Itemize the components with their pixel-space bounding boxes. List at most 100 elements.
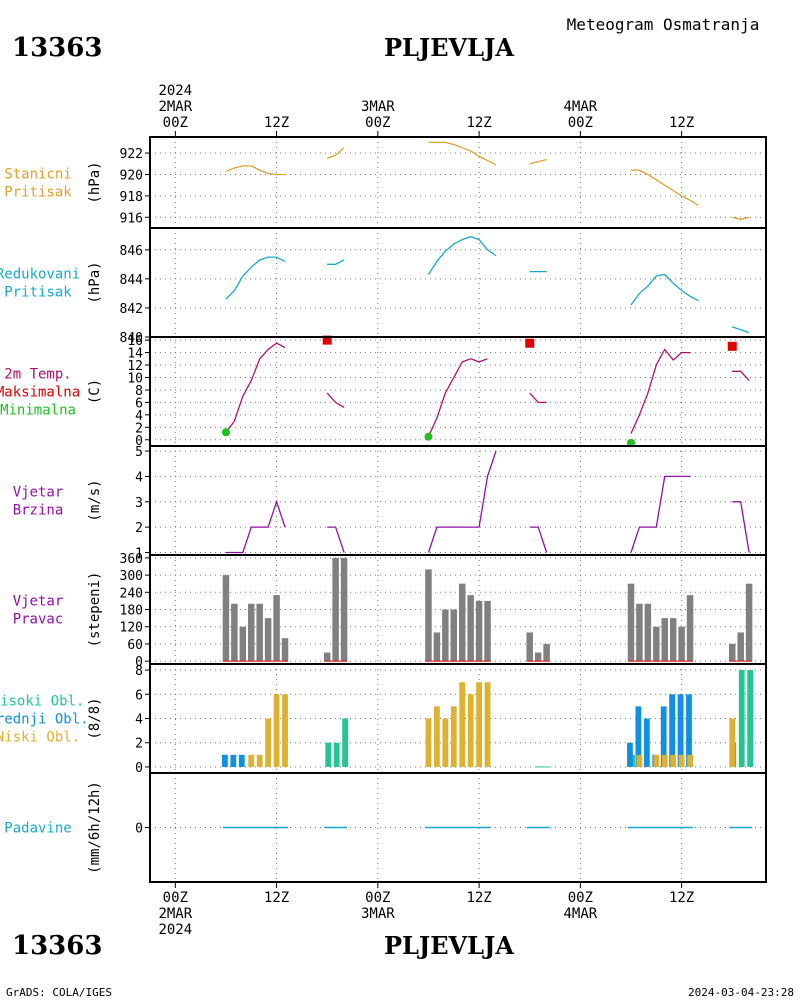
panel-label: Visoki Obl.: [0, 694, 84, 710]
wind-direction-bar: [627, 583, 635, 662]
cloud-bar: [670, 754, 677, 767]
cloud-bar: [325, 742, 332, 767]
station-name-top: PLJEVLJA: [384, 33, 514, 62]
y-tick-label: 4: [135, 409, 143, 424]
cloud-bar: [222, 754, 228, 767]
time-label-bottom: 12Z: [466, 890, 491, 906]
cloud-bar: [661, 754, 668, 767]
y-tick-label: 8: [135, 664, 143, 679]
wind-direction-bar: [644, 603, 652, 662]
meteogram-panels: 20242MAR00Z00Z2MAR202412Z12Z3MAR00Z00Z3M…: [0, 83, 767, 938]
panel-label: Pravac: [13, 612, 64, 628]
y-tick-label: 922: [120, 147, 143, 162]
cloud-bar: [729, 718, 736, 767]
y-tick-label: 2: [135, 421, 143, 436]
series-line: [427, 450, 497, 553]
wind-direction-bar: [256, 603, 263, 662]
wind-direction-bar: [340, 557, 348, 662]
y-tick-label: 0: [135, 655, 143, 670]
wind-direction-bar: [737, 632, 744, 662]
series-line: [732, 370, 750, 382]
y-tick-label: 3: [135, 496, 143, 511]
cloud-bar: [643, 718, 650, 767]
station-id-bottom: 13363: [12, 931, 102, 961]
panel-label: Stanicni: [4, 167, 71, 183]
time-label-top: 12Z: [264, 115, 289, 131]
y-tick-label: 120: [120, 621, 143, 636]
y-tick-label: 920: [120, 168, 143, 183]
cloud-bar: [342, 718, 349, 767]
cloud-bar: [273, 694, 280, 767]
wind-direction-bar: [442, 609, 449, 662]
y-tick-label: 2: [135, 737, 143, 752]
max-temp-marker: [727, 341, 737, 351]
time-label-top: 3MAR: [361, 99, 395, 115]
series-line: [326, 392, 345, 408]
unit-label: (C): [87, 379, 103, 404]
wind-direction-bar: [458, 583, 466, 662]
panel-label: Redukovani: [0, 267, 80, 283]
generation-timestamp: 2024-03-04-23:28: [688, 986, 794, 999]
y-tick-label: 916: [120, 211, 143, 226]
y-tick-label: 5: [135, 445, 143, 460]
time-label-bottom: 00Z: [568, 890, 593, 906]
wind-direction-bar: [332, 557, 339, 662]
panel-pressure: 916 918 920 922 Stanicni Pritisak (hPa): [4, 136, 767, 229]
software-credit: GrADS: COLA/IGES: [6, 986, 112, 999]
wind-direction-bar: [484, 600, 491, 662]
wind-direction-bar: [323, 652, 331, 662]
wind-direction-bar: [425, 569, 432, 662]
panel-precipitation: 0 Padavine (mm/6h/12h): [4, 772, 767, 883]
unit-label: (hPa): [87, 261, 103, 303]
y-tick-label: 10: [127, 371, 143, 386]
series-line: [428, 141, 497, 166]
cloud-bar: [238, 754, 245, 767]
time-label-top: 00Z: [365, 115, 390, 131]
panel-label: Niski Obl.: [0, 730, 80, 746]
series-line: [529, 158, 547, 165]
cloud-bar: [459, 682, 466, 767]
panel-label: Srednji Obl.: [0, 712, 89, 728]
time-label-top: 2MAR: [158, 99, 192, 115]
wind-direction-bar: [636, 603, 643, 662]
y-tick-label: 360: [120, 552, 143, 567]
wind-direction-bar: [686, 595, 694, 662]
time-label-top: 2024: [158, 83, 192, 99]
station-name-bottom: PLJEVLJA: [384, 931, 514, 960]
series-line: [225, 165, 285, 176]
max-temp-marker: [322, 335, 332, 345]
time-label-top: 00Z: [163, 115, 188, 131]
min-temp-marker: [626, 438, 635, 447]
panel-reduced_pressure: 840 842 844 846 Redukovani Pritisak (hPa): [0, 227, 767, 346]
cloud-bar: [467, 694, 474, 767]
wind-direction-bar: [728, 643, 736, 662]
series-line: [225, 499, 286, 554]
panel-wind_direction: 0 60 120 180 240 300 360 Vjetar Pravac (stepeni): [13, 552, 767, 670]
cloud-bar: [333, 742, 340, 767]
wind-direction-bar: [661, 618, 668, 662]
panel-frame: [149, 136, 767, 229]
wind-direction-bar: [745, 583, 753, 662]
series-line: [630, 273, 699, 306]
cloud-bar: [265, 718, 272, 767]
panel-wind_speed: 1 2 3 4 5 Vjetar Brzina (m/s): [13, 445, 767, 561]
wind-direction-bar: [222, 575, 230, 662]
y-tick-label: 1: [135, 546, 143, 561]
wind-direction-bar: [273, 595, 280, 662]
panel-label: Padavine: [4, 821, 71, 837]
panel-label: 2m Temp.: [4, 367, 71, 383]
cloud-bar: [686, 694, 692, 767]
wind-direction-bar: [450, 609, 458, 662]
series-line: [529, 392, 547, 404]
cloud-bar: [450, 706, 457, 767]
wind-direction-bar: [678, 626, 685, 662]
panel-label: Minimalna: [0, 403, 76, 419]
y-tick-label: 0: [135, 761, 143, 776]
y-tick-label: 6: [135, 396, 143, 411]
panel-frame: [149, 772, 767, 883]
series-line: [631, 169, 699, 207]
unit-label: (mm/6h/12h): [87, 781, 103, 874]
cloud-bar: [653, 754, 660, 767]
wind-direction-bar: [543, 643, 550, 662]
